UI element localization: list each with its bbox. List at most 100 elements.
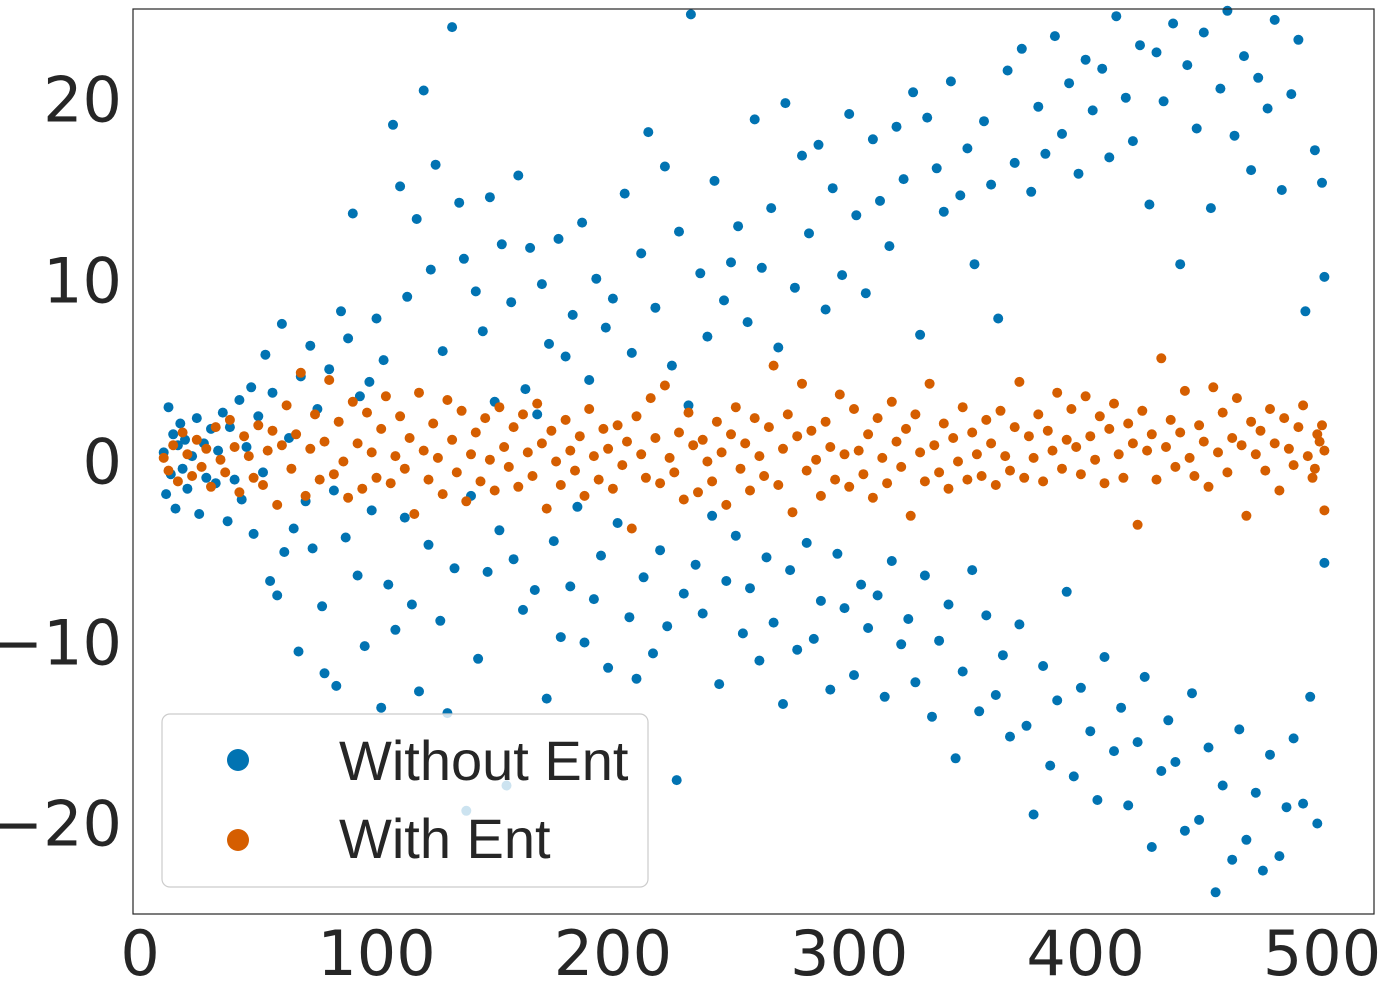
- data-point: [508, 422, 519, 433]
- data-point: [333, 416, 344, 427]
- data-point: [508, 554, 519, 565]
- data-point: [730, 402, 741, 413]
- data-point: [867, 492, 878, 503]
- data-point: [898, 174, 909, 185]
- data-point: [990, 480, 1001, 490]
- data-point: [1198, 436, 1209, 447]
- data-point: [305, 443, 316, 454]
- data-point: [924, 378, 935, 389]
- data-point: [600, 322, 611, 333]
- data-point: [749, 413, 760, 424]
- data-point: [785, 565, 796, 576]
- data-point: [1163, 715, 1174, 726]
- data-point: [423, 539, 434, 550]
- data-point: [1288, 460, 1299, 471]
- data-point: [787, 507, 798, 518]
- data-point: [175, 418, 186, 429]
- data-point: [246, 382, 257, 393]
- data-point: [1099, 652, 1110, 662]
- data-point: [423, 474, 434, 485]
- legend-marker-without-ent: [227, 749, 249, 771]
- data-point: [347, 208, 358, 219]
- data-point: [402, 291, 413, 302]
- data-point: [1309, 463, 1320, 474]
- data-point: [678, 494, 689, 505]
- data-point: [768, 617, 779, 628]
- data-point: [825, 684, 836, 695]
- data-point: [536, 279, 547, 290]
- data-point: [1246, 416, 1257, 427]
- data-point: [395, 181, 406, 192]
- data-point: [206, 481, 216, 492]
- data-point: [943, 599, 954, 610]
- data-point: [1274, 485, 1285, 496]
- data-point: [719, 295, 729, 306]
- data-point: [1189, 471, 1200, 481]
- data-point: [1227, 854, 1238, 865]
- data-point: [638, 572, 649, 583]
- data-point: [276, 440, 287, 451]
- data-point: [962, 143, 973, 154]
- data-point: [808, 633, 819, 644]
- data-point: [331, 680, 342, 691]
- data-point: [340, 532, 351, 543]
- data-point: [494, 402, 505, 413]
- data-point: [650, 302, 661, 313]
- data-point: [853, 445, 864, 456]
- data-point: [262, 445, 273, 456]
- data-point: [305, 340, 316, 351]
- data-point: [1184, 452, 1195, 463]
- data-point: [849, 404, 859, 414]
- data-point: [1317, 177, 1327, 188]
- data-point: [229, 442, 240, 452]
- data-point: [967, 565, 978, 576]
- data-point: [366, 505, 377, 516]
- data-point: [1127, 438, 1138, 449]
- data-point: [1319, 505, 1330, 516]
- legend-frame: [161, 713, 649, 888]
- data-point: [929, 440, 940, 451]
- data-point: [1312, 818, 1323, 829]
- data-point: [532, 409, 543, 420]
- data-point: [541, 693, 552, 704]
- data-point: [622, 436, 632, 447]
- data-point: [863, 623, 874, 633]
- data-point: [1104, 423, 1115, 434]
- data-point: [730, 530, 741, 541]
- data-point: [1307, 472, 1318, 483]
- data-point: [612, 518, 623, 528]
- data-point: [1151, 47, 1162, 58]
- data-point: [1276, 185, 1287, 195]
- data-point: [896, 639, 907, 650]
- data-point: [945, 76, 956, 87]
- data-point: [201, 443, 212, 454]
- data-point: [697, 608, 708, 619]
- data-point: [1293, 422, 1304, 433]
- data-point: [324, 364, 335, 375]
- data-point: [1298, 400, 1309, 411]
- y-tick-label: −10: [0, 607, 122, 680]
- data-point: [1097, 63, 1108, 74]
- data-point: [844, 109, 855, 119]
- data-point: [669, 467, 680, 478]
- data-point: [1057, 463, 1067, 474]
- data-point: [484, 192, 495, 203]
- data-point: [477, 326, 488, 337]
- data-point: [919, 570, 930, 581]
- data-point: [839, 603, 850, 614]
- data-point: [714, 679, 725, 690]
- data-point: [640, 472, 651, 483]
- data-point: [867, 134, 878, 145]
- data-point: [1120, 92, 1131, 103]
- data-point: [1222, 467, 1233, 478]
- data-point: [229, 474, 240, 485]
- data-point: [1227, 433, 1238, 443]
- data-point: [291, 429, 302, 440]
- data-point: [442, 395, 453, 405]
- data-point: [815, 490, 826, 501]
- data-point: [997, 650, 1008, 661]
- data-point: [1080, 391, 1091, 402]
- data-point: [844, 481, 855, 492]
- data-point: [607, 483, 618, 494]
